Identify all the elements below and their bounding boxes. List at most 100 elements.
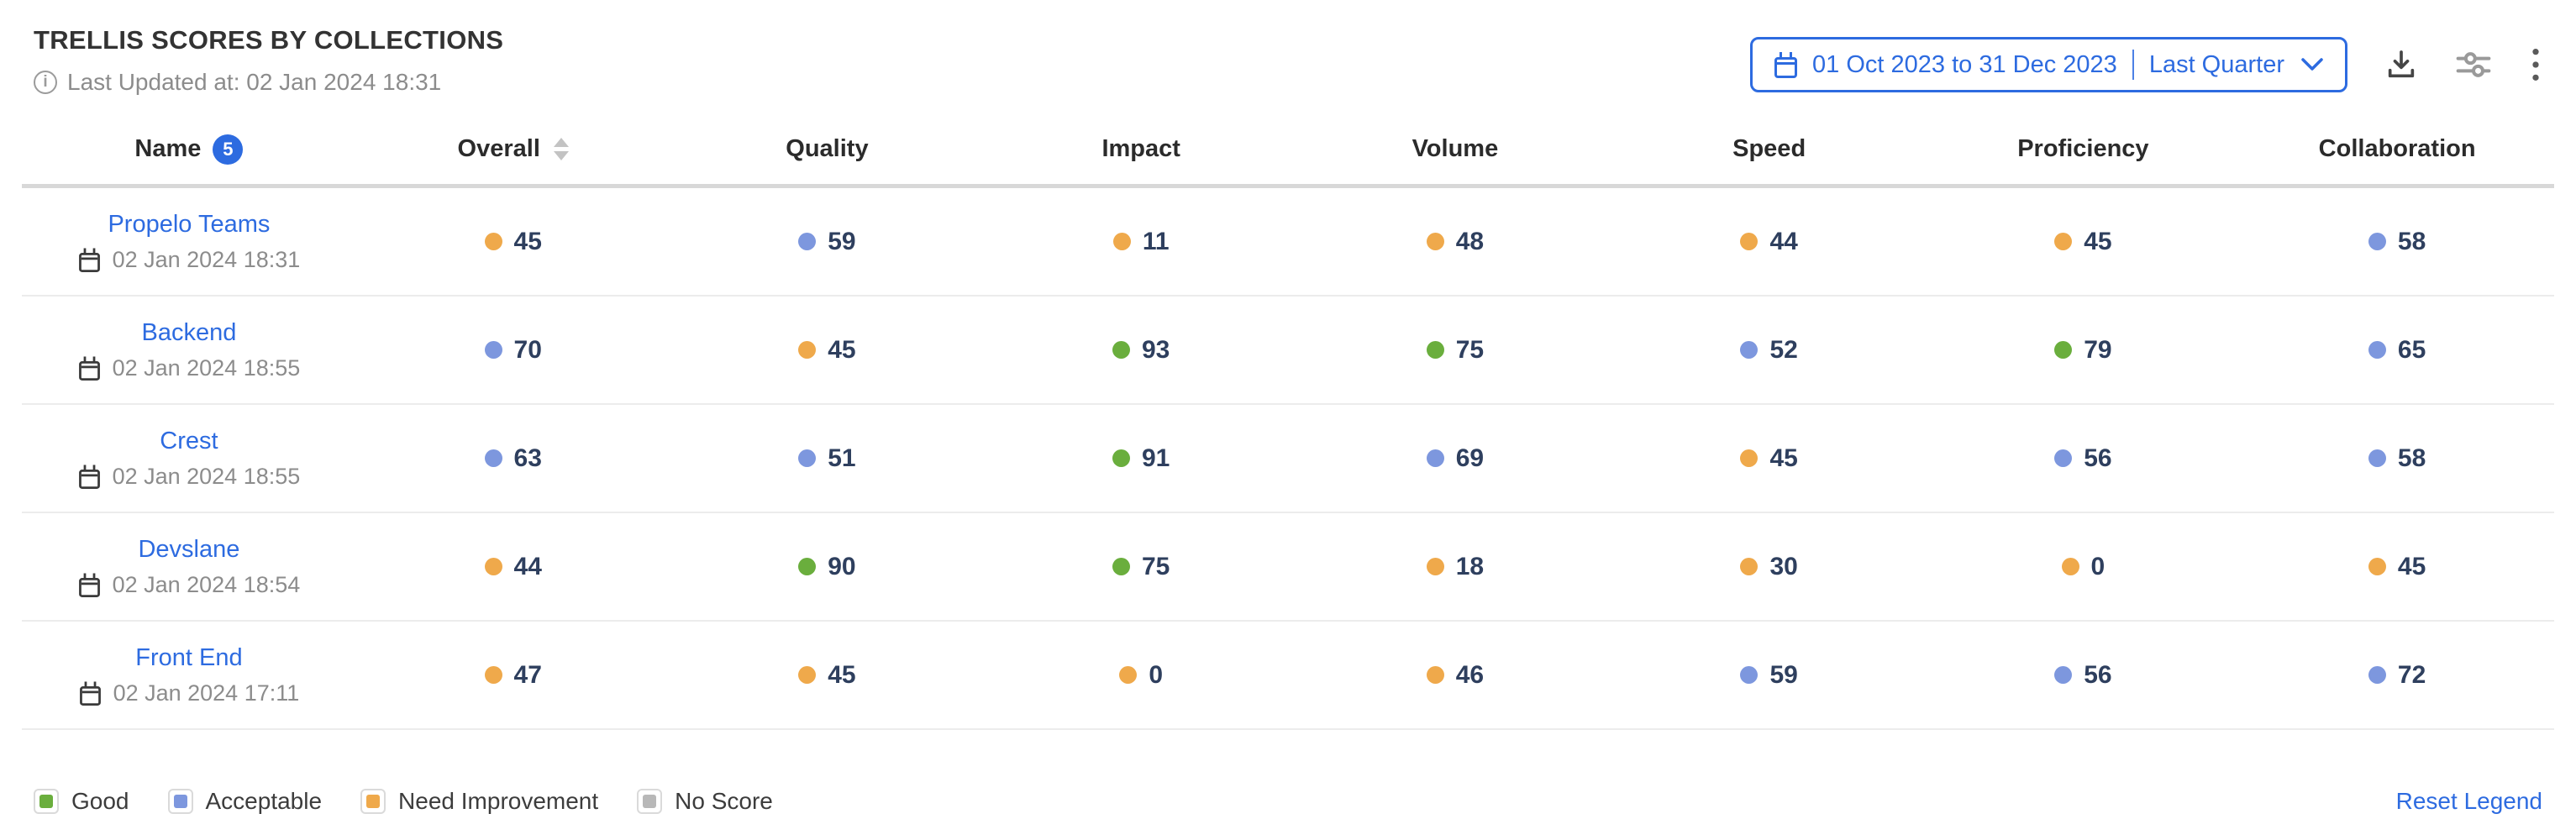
date-range-picker[interactable]: 01 Oct 2023 to 31 Dec 2023 Last Quarter xyxy=(1750,37,2347,92)
score-dot xyxy=(2368,233,2386,250)
table-body: Propelo Teams 02 Jan 2024 18:31 45 59 11 48 44… xyxy=(22,188,2554,730)
score-dot xyxy=(798,558,817,575)
legend-label: Good xyxy=(71,788,129,814)
score-dot xyxy=(1426,449,1444,467)
score-dot xyxy=(1740,233,1759,250)
page-title: TRELLIS SCORES BY COLLECTIONS xyxy=(34,25,504,55)
score-value: 75 xyxy=(1141,552,1170,580)
score-cell: 79 xyxy=(1927,336,2241,365)
score-cell: 69 xyxy=(1298,444,1612,473)
separator xyxy=(2132,50,2134,80)
table-row: Front End 02 Jan 2024 17:11 47 45 0 46 59 56 72 xyxy=(22,622,2554,730)
score-value: 56 xyxy=(2084,660,2112,689)
collection-link[interactable]: Crest xyxy=(160,427,218,454)
score-value: 59 xyxy=(1769,660,1798,689)
score-value: 45 xyxy=(828,660,856,689)
score-dot xyxy=(1112,233,1131,250)
score-cell: 75 xyxy=(984,553,1298,581)
legend-item-no-score[interactable]: No Score xyxy=(637,788,773,815)
collection-link[interactable]: Backend xyxy=(141,318,237,346)
score-value: 0 xyxy=(1149,660,1164,689)
legend-label: No Score xyxy=(675,788,773,814)
row-date: 02 Jan 2024 17:11 xyxy=(79,680,299,706)
score-dot xyxy=(798,449,817,467)
score-cell: 0 xyxy=(984,661,1298,690)
table-row: Crest 02 Jan 2024 18:55 63 51 91 69 45 56 58 xyxy=(22,405,2554,513)
score-dot xyxy=(2054,341,2073,359)
column-header-label: Speed xyxy=(1732,135,1806,162)
score-cell: 18 xyxy=(1298,553,1612,581)
score-value: 65 xyxy=(2397,335,2426,364)
score-cell: 56 xyxy=(1927,661,2241,690)
score-cell: 46 xyxy=(1298,661,1612,690)
score-cell: 45 xyxy=(1612,444,1927,473)
score-dot xyxy=(1740,449,1759,467)
row-date: 02 Jan 2024 18:54 xyxy=(78,571,301,598)
info-icon[interactable]: i xyxy=(34,71,57,94)
score-value: 72 xyxy=(2397,660,2426,689)
score-value: 45 xyxy=(828,335,856,364)
score-cell: 45 xyxy=(2240,553,2554,581)
score-cell: 90 xyxy=(670,553,985,581)
score-dot xyxy=(2368,666,2386,684)
row-date-text: 02 Jan 2024 18:55 xyxy=(112,463,301,489)
score-value: 11 xyxy=(1142,227,1170,255)
score-value: 75 xyxy=(1455,335,1485,364)
score-dot xyxy=(798,341,817,359)
sort-icon[interactable] xyxy=(553,138,569,160)
score-value: 58 xyxy=(2397,444,2426,472)
row-date-text: 02 Jan 2024 18:54 xyxy=(112,571,301,597)
column-header-name: Name 5 xyxy=(22,134,356,165)
reset-legend-link[interactable]: Reset Legend xyxy=(2395,788,2542,814)
score-dot xyxy=(1426,558,1444,575)
legend-item-acceptable[interactable]: Acceptable xyxy=(167,788,322,815)
collection-link[interactable]: Devslane xyxy=(138,535,240,563)
filter-sliders-icon xyxy=(2456,52,2491,77)
column-header-label: Volume xyxy=(1412,135,1499,162)
score-value: 79 xyxy=(2084,335,2112,364)
settings-button[interactable] xyxy=(2455,46,2492,83)
column-header-label: Proficiency xyxy=(2017,135,2149,162)
score-cell: 91 xyxy=(984,444,1298,473)
name-cell: Propelo Teams 02 Jan 2024 18:31 xyxy=(22,211,356,273)
column-header-collaboration: Collaboration xyxy=(2240,135,2554,163)
widget-header: TRELLIS SCORES BY COLLECTIONS i Last Upd… xyxy=(22,25,2554,96)
date-range-value: 01 Oct 2023 to 31 Dec 2023 xyxy=(1812,50,2117,78)
score-cell: 59 xyxy=(1612,661,1927,690)
legend-item-good[interactable]: Good xyxy=(34,788,129,815)
score-cell: 30 xyxy=(1612,553,1927,581)
legend-bar: Good Acceptable Need Improvement No Scor… xyxy=(22,771,2554,832)
collection-link[interactable]: Propelo Teams xyxy=(108,210,271,238)
score-cell: 48 xyxy=(1298,228,1612,256)
calendar-icon xyxy=(78,355,100,381)
sort-desc-caret xyxy=(553,151,569,160)
sort-asc-caret xyxy=(553,138,569,147)
row-date-text: 02 Jan 2024 18:31 xyxy=(112,246,301,272)
score-value: 51 xyxy=(828,444,856,472)
row-count-badge: 5 xyxy=(213,134,244,165)
column-header-label: Impact xyxy=(1101,135,1180,162)
collection-link[interactable]: Front End xyxy=(135,643,243,671)
score-cell: 45 xyxy=(670,661,985,690)
calendar-icon xyxy=(78,572,100,597)
legend-items: Good Acceptable Need Improvement No Scor… xyxy=(34,788,773,815)
score-value: 69 xyxy=(1455,444,1485,472)
score-cell: 45 xyxy=(1927,228,2241,256)
score-cell: 58 xyxy=(2240,228,2554,256)
more-options-button[interactable] xyxy=(2529,45,2542,84)
score-value: 18 xyxy=(1455,552,1485,580)
legend-item-need-improvement[interactable]: Need Improvement xyxy=(360,788,598,815)
score-dot xyxy=(1740,558,1759,575)
score-value: 45 xyxy=(1769,444,1798,472)
score-cell: 75 xyxy=(1298,336,1612,365)
legend-swatch-no-score xyxy=(637,789,663,814)
download-button[interactable] xyxy=(2384,47,2418,82)
column-header-proficiency: Proficiency xyxy=(1927,135,2241,163)
score-dot xyxy=(798,233,817,250)
row-date: 02 Jan 2024 18:55 xyxy=(78,355,300,381)
score-value: 45 xyxy=(2084,227,2112,255)
score-cell: 70 xyxy=(356,336,670,365)
name-cell: Devslane 02 Jan 2024 18:54 xyxy=(22,536,356,598)
score-value: 52 xyxy=(1769,335,1798,364)
column-header-overall[interactable]: Overall xyxy=(356,135,670,163)
